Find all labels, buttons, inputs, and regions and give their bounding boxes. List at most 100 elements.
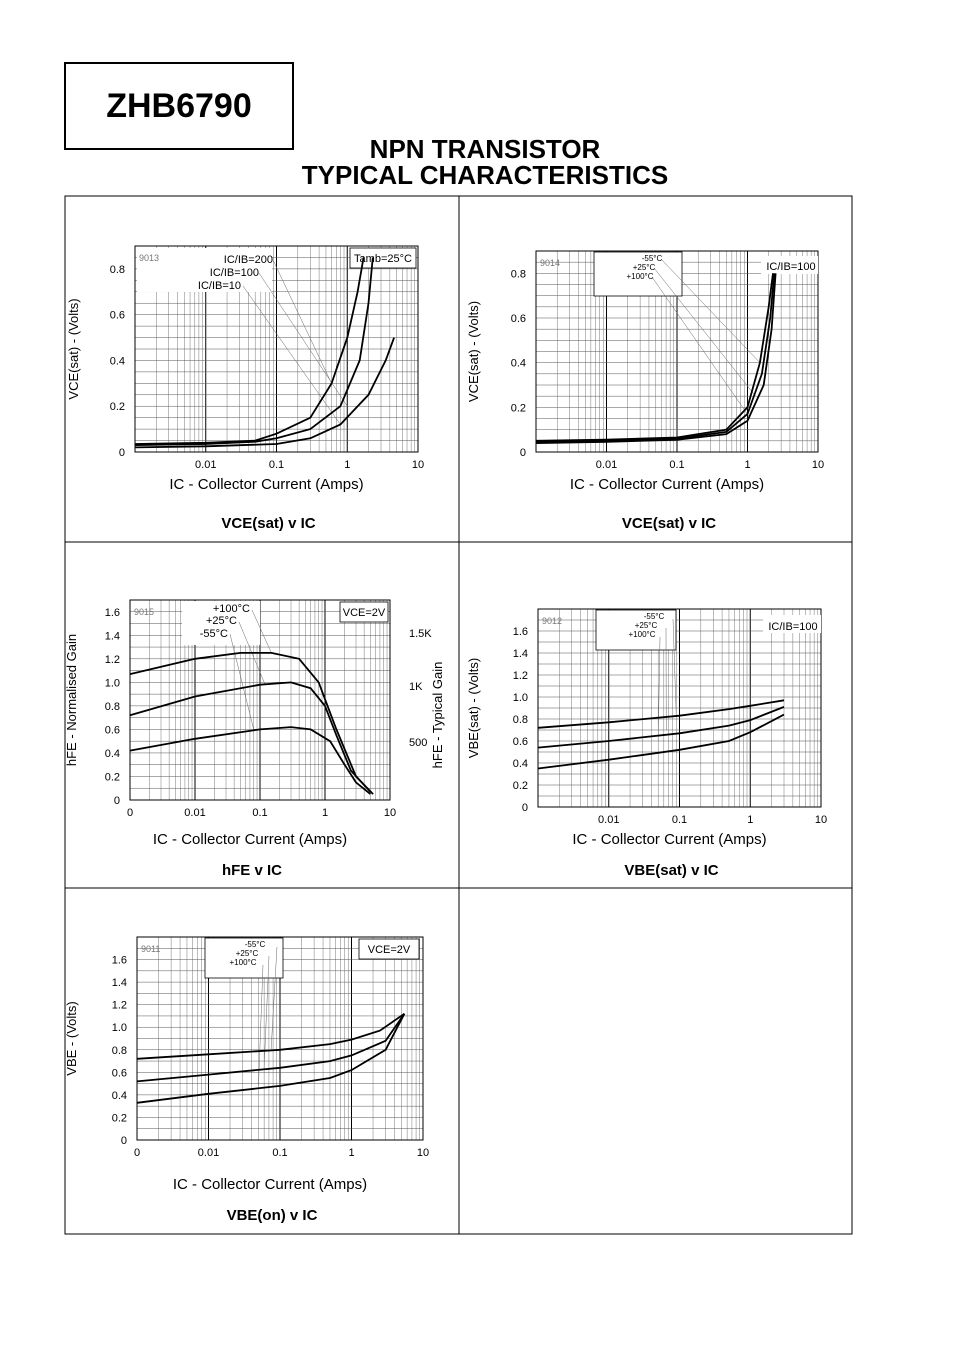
y-tick-label: 1.2 bbox=[105, 654, 120, 666]
y-tick-label: 0 bbox=[119, 447, 125, 459]
series-line-3 bbox=[535, 273, 777, 444]
y-tick-label: 0.6 bbox=[110, 310, 125, 322]
series-line-2 bbox=[129, 681, 372, 793]
x-axis-label: IC - Collector Current (Amps) bbox=[153, 831, 347, 848]
x-tick-label: 1 bbox=[322, 807, 328, 819]
y-tick-label: 0.6 bbox=[513, 736, 528, 748]
chart-caption: hFE v IC bbox=[222, 862, 282, 879]
leader-line bbox=[672, 618, 677, 716]
y-tick-label: 0.2 bbox=[513, 780, 528, 792]
y-tick-label: 0.2 bbox=[112, 1112, 127, 1124]
x-tick-label: 0.01 bbox=[195, 459, 216, 471]
y2-axis-label: hFE - Typical Gain bbox=[430, 662, 445, 769]
y-tick-label: 1.0 bbox=[112, 1022, 127, 1034]
plot-border bbox=[537, 608, 822, 808]
y-tick-label: 0.4 bbox=[513, 758, 528, 770]
x-tick-label: 1 bbox=[744, 459, 750, 471]
page-title-line1: NPN TRANSISTOR bbox=[369, 134, 601, 164]
legend-box bbox=[204, 937, 284, 979]
page-title-line2: TYPICAL CHARACTERISTICS bbox=[301, 160, 669, 190]
x-axis-label: IC - Collector Current (Amps) bbox=[572, 831, 766, 848]
leader-line bbox=[229, 633, 254, 730]
part-number: ZHB6790 bbox=[106, 86, 252, 125]
condition-label: Tamb=25°C bbox=[354, 253, 412, 265]
curve-label: +25°C bbox=[635, 621, 658, 630]
curve-label: IC/IB=10 bbox=[198, 280, 241, 292]
x-tick-label: 10 bbox=[417, 1147, 429, 1159]
part-number-box: ZHB6790 bbox=[64, 62, 294, 150]
chart-caption: VBE(on) v IC bbox=[227, 1207, 318, 1224]
y-axis-label: VBE(sat) - (Volts) bbox=[466, 658, 481, 758]
leader-line bbox=[258, 964, 264, 1086]
leader-line bbox=[660, 258, 761, 363]
x-tick-label: 1 bbox=[747, 814, 753, 826]
x-tick-label: 0.01 bbox=[598, 814, 619, 826]
curve-label: -55°C bbox=[200, 628, 228, 640]
leader-line bbox=[272, 259, 332, 384]
chart-5: 9011 VCE=2V -55°C+25°C+100°C 0 0.2 0.4 0.6 0.8 1… bbox=[64, 936, 429, 1224]
y-tick-label: 0.2 bbox=[511, 402, 526, 414]
annotation-bg bbox=[182, 601, 260, 645]
y-tick-label: 0.2 bbox=[105, 771, 120, 783]
curve-label: +25°C bbox=[633, 263, 656, 272]
curve-label: IC/IB=100 bbox=[210, 267, 259, 279]
curve-label: IC/IB=200 bbox=[224, 254, 273, 266]
plot-border bbox=[129, 599, 391, 801]
plot-border bbox=[136, 936, 424, 1141]
annotation-bg bbox=[137, 248, 272, 292]
x-tick-label: 10 bbox=[384, 807, 396, 819]
curve-label: -55°C bbox=[245, 940, 266, 949]
chart-code: 9015 bbox=[134, 607, 154, 617]
y-tick-label: 1.6 bbox=[105, 607, 120, 619]
series-line-1 bbox=[129, 652, 374, 795]
chart-1: 9013 Tamb=25°CIC/IB=200IC/IB=100IC/IB=100… bbox=[66, 245, 424, 532]
leader-line bbox=[263, 955, 270, 1068]
x-tick-label: 1 bbox=[348, 1147, 354, 1159]
x-tick-label: 0.01 bbox=[184, 807, 205, 819]
y-tick-label: 1.0 bbox=[513, 692, 528, 704]
series-line-1 bbox=[537, 699, 785, 729]
curve-label: +100°C bbox=[230, 958, 257, 967]
y-axis-label: VCE(sat) - (Volts) bbox=[466, 301, 481, 402]
series-line-2 bbox=[537, 706, 785, 749]
condition-bg bbox=[761, 256, 818, 274]
leader-line bbox=[242, 285, 341, 425]
y2-tick-label: 500 bbox=[409, 737, 427, 749]
x-tick-label: 0.01 bbox=[596, 459, 617, 471]
curve-label: +100°C bbox=[629, 630, 656, 639]
y-axis-label: VCE(sat) - (Volts) bbox=[66, 298, 81, 399]
y-tick-label: 0.8 bbox=[511, 268, 526, 280]
y-tick-label: 1.4 bbox=[112, 977, 127, 989]
condition-label: IC/IB=100 bbox=[768, 621, 817, 633]
x-axis-label: IC - Collector Current (Amps) bbox=[570, 476, 764, 493]
x-tick-label: 1 bbox=[344, 459, 350, 471]
leader-line bbox=[651, 276, 751, 419]
y-tick-label: 0.8 bbox=[105, 701, 120, 713]
curve-label: -55°C bbox=[644, 612, 665, 621]
y-tick-label: 0.4 bbox=[511, 358, 526, 370]
plot-border bbox=[535, 250, 819, 453]
y-tick-label: 0 bbox=[522, 802, 528, 814]
y-tick-label: 1.2 bbox=[112, 1000, 127, 1012]
curve-label: +100°C bbox=[627, 272, 654, 281]
series-line-3 bbox=[134, 337, 395, 449]
chart-caption: VCE(sat) v IC bbox=[622, 515, 716, 532]
y-tick-label: 1.6 bbox=[513, 626, 528, 638]
condition-bg bbox=[763, 615, 821, 633]
y-tick-label: 0.6 bbox=[112, 1067, 127, 1079]
chart-code: 9013 bbox=[139, 253, 159, 263]
x-tick-label: 10 bbox=[812, 459, 824, 471]
x-tick-label: 0.1 bbox=[669, 459, 684, 471]
y-tick-label: 0.8 bbox=[513, 714, 528, 726]
series-line-3 bbox=[136, 1013, 406, 1104]
y-tick-label: 0.4 bbox=[112, 1090, 127, 1102]
leader-line bbox=[251, 609, 272, 654]
chart-caption: VCE(sat) v IC bbox=[221, 515, 315, 532]
x-axis-label: IC - Collector Current (Amps) bbox=[169, 476, 363, 493]
condition-label: VCE=2V bbox=[368, 944, 411, 956]
condition-box bbox=[339, 601, 389, 623]
x-tick-label: 0.01 bbox=[198, 1147, 219, 1159]
y-tick-label: 0.6 bbox=[511, 313, 526, 325]
chart-4: 9012 IC/IB=100 -55°C+25°C+100°C 0 0.2 0.4 0.6 0… bbox=[466, 608, 827, 879]
x-axis-label: IC - Collector Current (Amps) bbox=[173, 1176, 367, 1193]
